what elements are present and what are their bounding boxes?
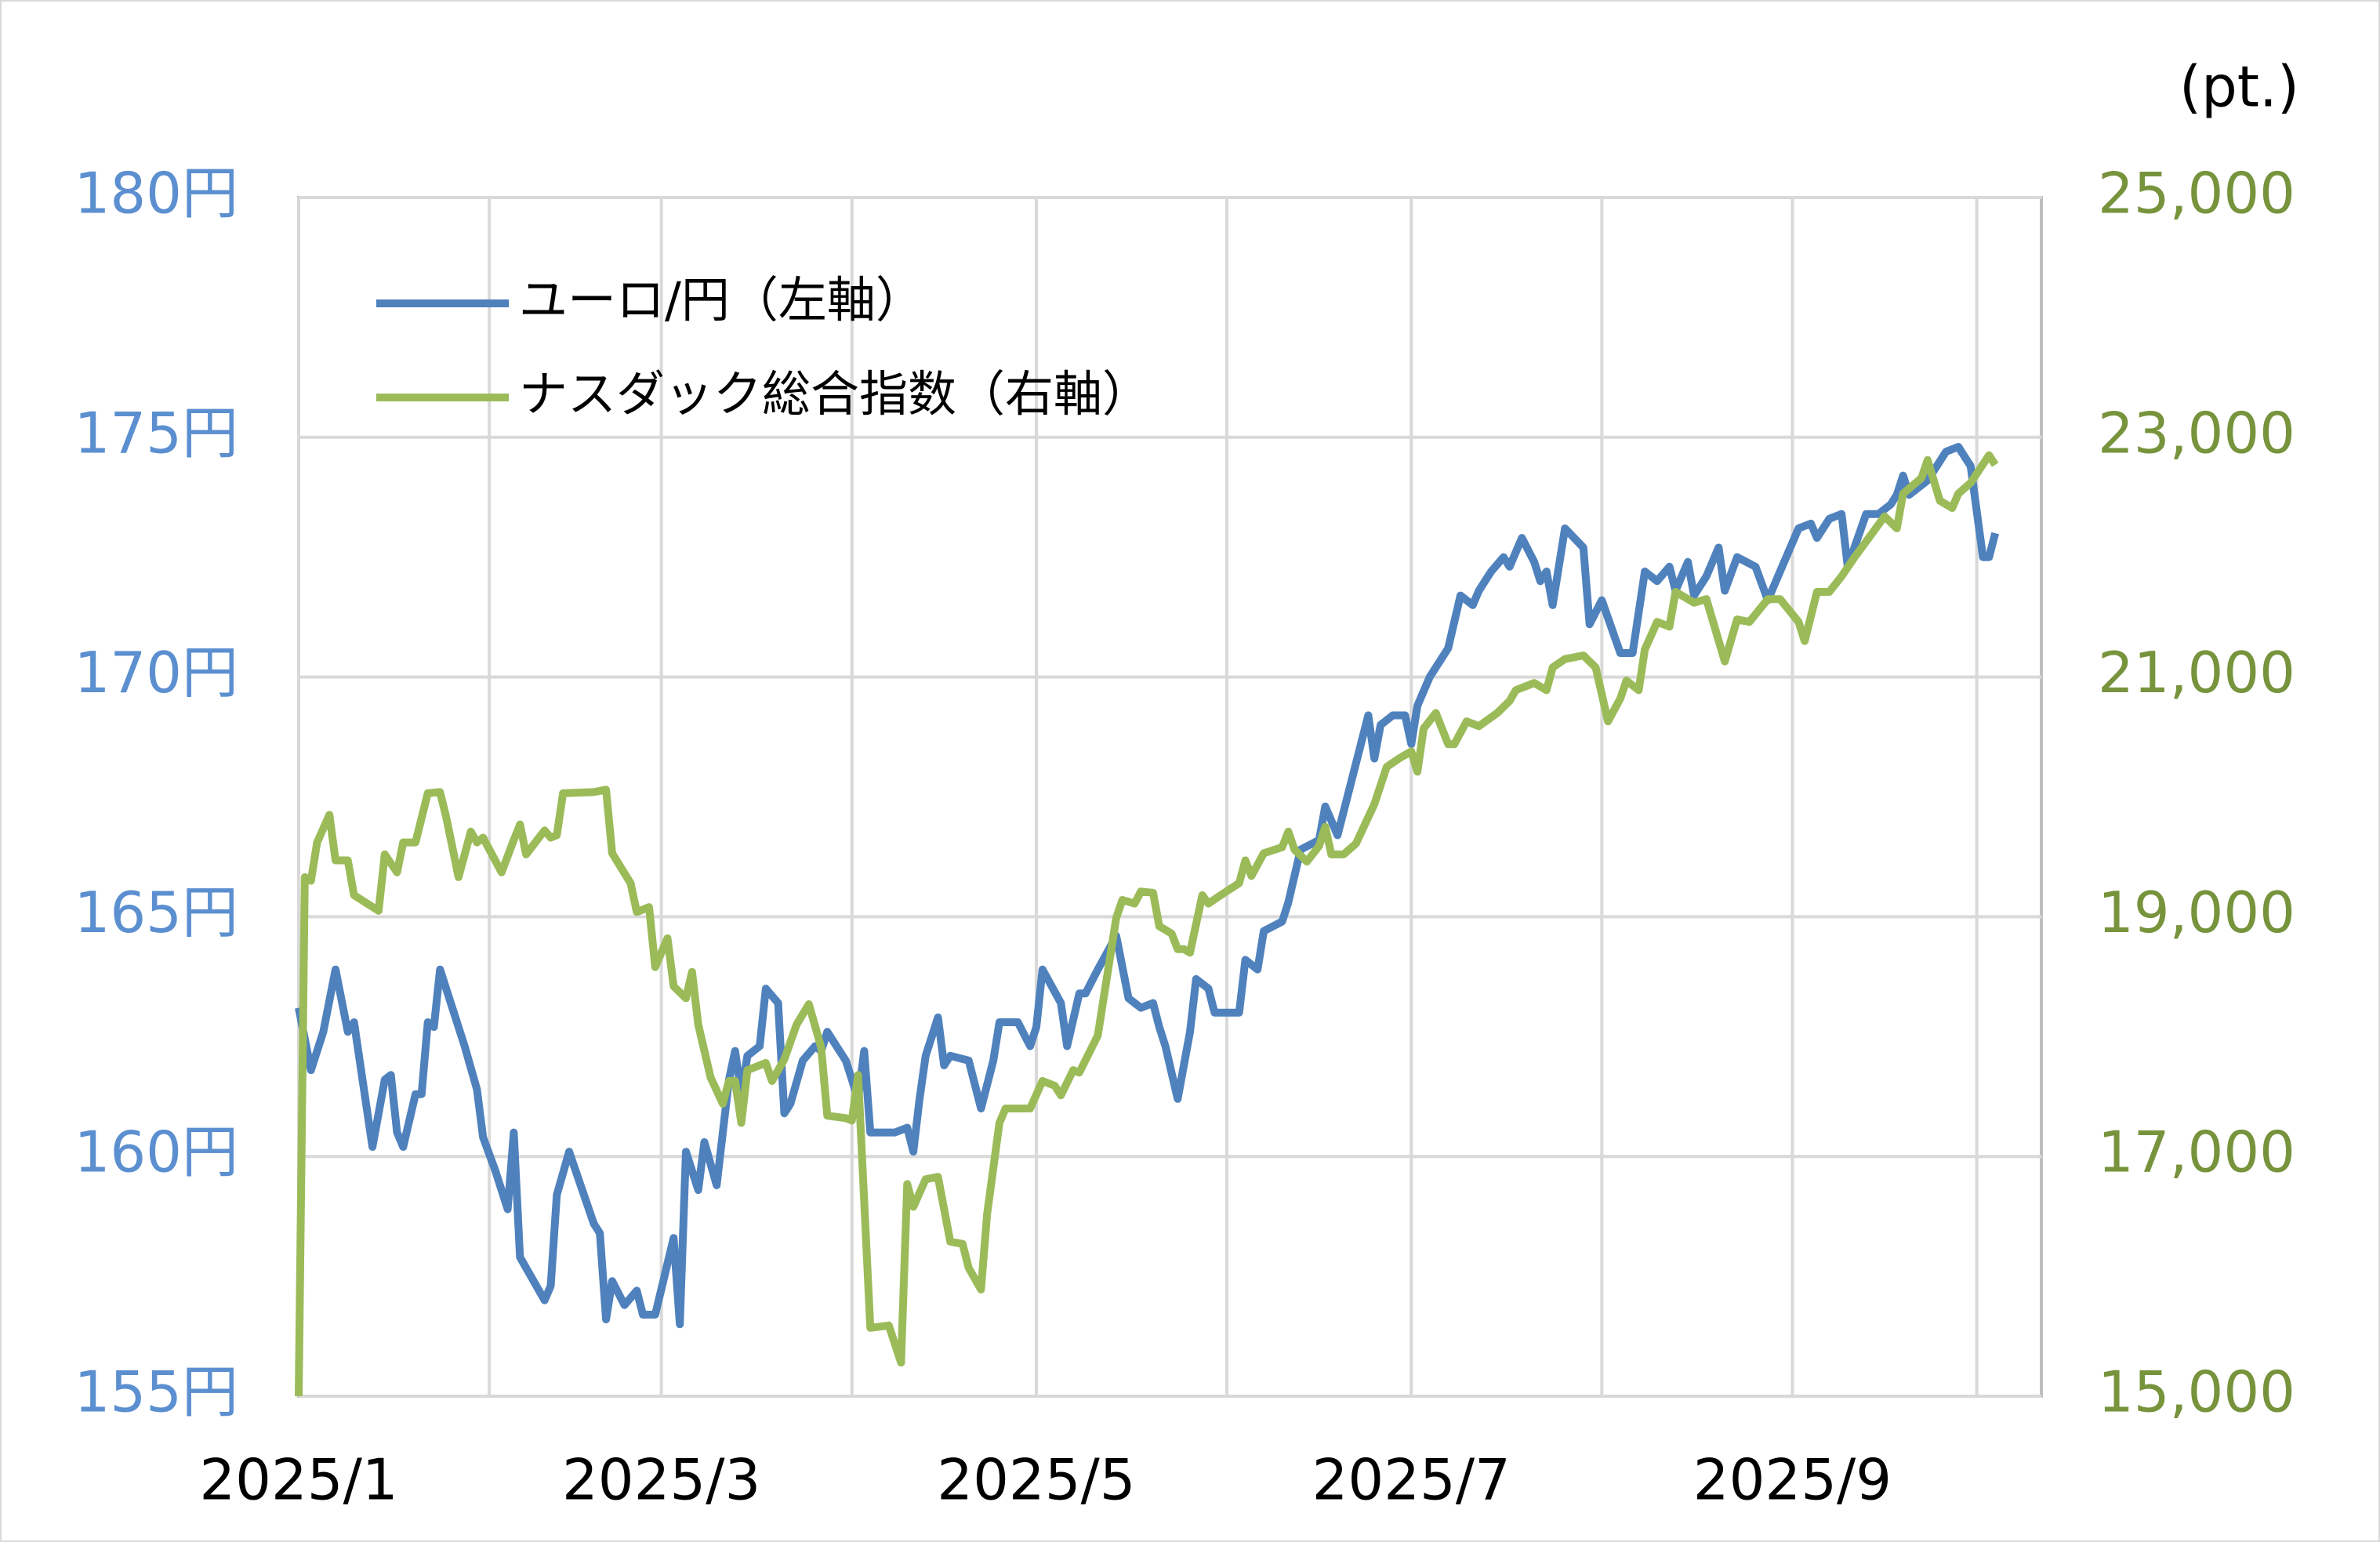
y-tick-label: 155円 — [74, 1359, 238, 1425]
y-tick-label: 165円 — [74, 880, 238, 945]
plot-area — [297, 196, 2043, 1398]
y-tick-label: 175円 — [74, 400, 238, 466]
y2-tick-label: 19,000 — [2098, 880, 2295, 945]
y2-axis-unit: (pt.) — [2179, 54, 2299, 120]
x-tick-label: 2025/3 — [562, 1447, 760, 1513]
x-tick-label: 2025/5 — [937, 1447, 1135, 1513]
y2-tick-label: 23,000 — [2098, 400, 2295, 466]
legend-label: ユーロ/円（左軸） — [519, 271, 924, 328]
y-tick-label: 180円 — [74, 161, 238, 227]
y2-tick-label: 21,000 — [2098, 640, 2295, 706]
legend-label: ナスダック総合指数（右軸） — [519, 365, 1151, 423]
y-tick-label: 160円 — [74, 1119, 238, 1185]
y2-tick-label: 15,000 — [2098, 1359, 2295, 1425]
y2-tick-label: 17,000 — [2098, 1119, 2295, 1185]
y-tick-label: 170円 — [74, 640, 238, 706]
x-tick-label: 2025/9 — [1693, 1447, 1892, 1513]
x-tick-label: 2025/7 — [1312, 1447, 1511, 1513]
y2-tick-label: 25,000 — [2098, 161, 2295, 227]
series-line — [295, 451, 1999, 1397]
x-tick-label: 2025/1 — [199, 1447, 397, 1513]
